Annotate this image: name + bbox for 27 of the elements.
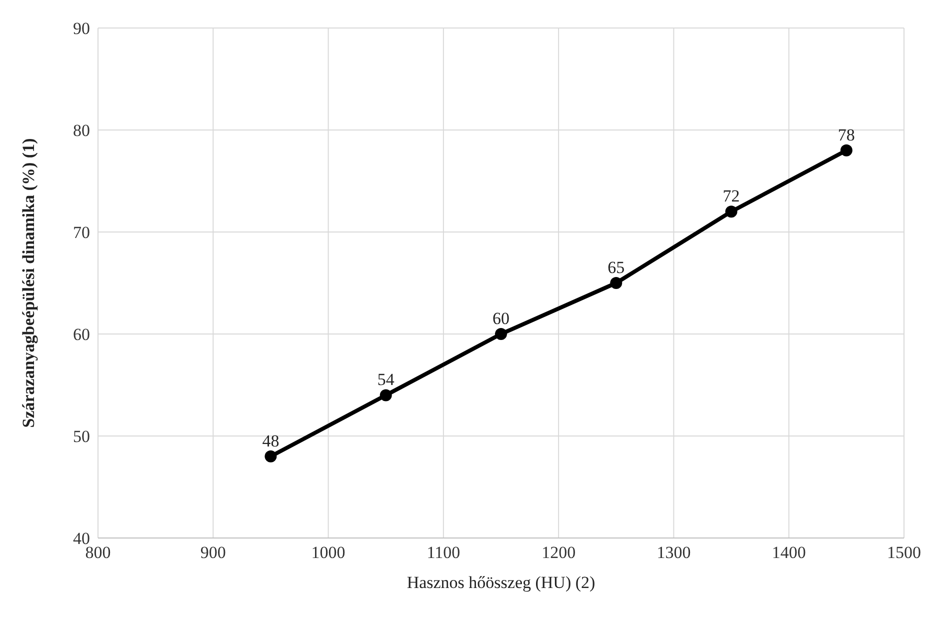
data-label: 72 bbox=[722, 186, 740, 206]
y-tick-label: 60 bbox=[73, 325, 90, 344]
data-label: 78 bbox=[838, 125, 855, 144]
data-label: 54 bbox=[377, 370, 395, 390]
x-axis-title: Hasznos hőösszeg (HU) (2) bbox=[406, 573, 596, 592]
x-tick-label: 1100 bbox=[426, 543, 460, 562]
y-tick-label: 80 bbox=[73, 121, 90, 140]
point bbox=[495, 328, 507, 340]
x-tick-label: 1200 bbox=[542, 543, 576, 562]
data-label: 65 bbox=[608, 258, 625, 277]
point bbox=[264, 450, 277, 462]
data-label: 48 bbox=[262, 431, 280, 450]
x-tick-label: 900 bbox=[200, 543, 226, 562]
y-tick-label: 90 bbox=[73, 19, 90, 38]
x-tick-label: 1400 bbox=[772, 543, 806, 562]
point bbox=[610, 277, 622, 289]
x-tick-label: 1000 bbox=[311, 543, 346, 562]
y-tick-label: 50 bbox=[73, 427, 90, 446]
y-tick-label: 70 bbox=[73, 223, 90, 242]
data-label: 60 bbox=[492, 309, 510, 328]
x-tick-label: 1300 bbox=[656, 543, 691, 562]
y-axis-title: Szárazanyagbeépülési dinamika (%) (1) bbox=[19, 138, 38, 428]
x-tick-label: 1500 bbox=[887, 543, 921, 562]
x-tick-label: 800 bbox=[85, 543, 111, 562]
point bbox=[725, 206, 738, 218]
point bbox=[840, 144, 852, 156]
point bbox=[380, 389, 392, 402]
